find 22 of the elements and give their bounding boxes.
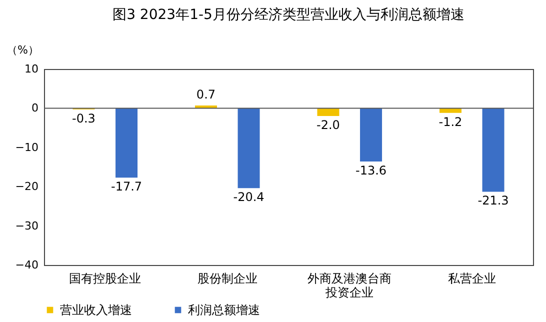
data-label: -1.2 bbox=[438, 114, 462, 129]
legend-label: 营业收入增速 bbox=[60, 303, 132, 317]
x-tick-label: 外商及港澳台商投资企业 bbox=[308, 272, 392, 300]
data-label: -20.4 bbox=[233, 190, 264, 204]
y-tick-label: −20 bbox=[15, 180, 38, 194]
y-tick-label: −10 bbox=[15, 140, 38, 154]
legend-label: 利润总额增速 bbox=[188, 303, 260, 317]
x-tick-label: 国有控股企业 bbox=[69, 272, 142, 286]
x-tick-label: 私营企业 bbox=[448, 272, 496, 286]
y-axis-title: （%） bbox=[6, 44, 39, 56]
y-tick-label: −30 bbox=[15, 219, 38, 232]
data-label: -0.3 bbox=[72, 111, 96, 126]
y-tick-label: −40 bbox=[15, 258, 38, 272]
data-label: 0.7 bbox=[196, 87, 216, 102]
data-label: -21.3 bbox=[478, 194, 509, 208]
x-tick-label: 股份制企业 bbox=[197, 272, 258, 286]
chart-title: 图3 2023年1-5月份分经济类型营业收入与利润总额增速 bbox=[112, 7, 464, 23]
y-tick-label: 0 bbox=[32, 102, 38, 115]
y-tick-label: 10 bbox=[24, 62, 38, 76]
data-label: -17.7 bbox=[110, 180, 142, 194]
data-label: -13.6 bbox=[355, 164, 387, 178]
data-label: -2.0 bbox=[316, 118, 340, 132]
